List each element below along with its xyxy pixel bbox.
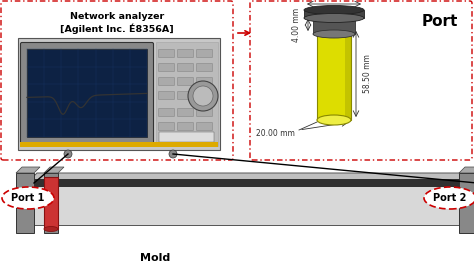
- FancyBboxPatch shape: [197, 77, 212, 86]
- Text: Port 2: Port 2: [433, 193, 467, 203]
- Bar: [459, 173, 474, 233]
- FancyBboxPatch shape: [197, 63, 212, 72]
- Circle shape: [188, 81, 218, 111]
- Ellipse shape: [304, 5, 364, 15]
- Ellipse shape: [2, 187, 54, 209]
- Bar: [159, 132, 214, 142]
- FancyBboxPatch shape: [158, 109, 174, 116]
- FancyBboxPatch shape: [177, 123, 193, 130]
- Bar: [317, 28, 351, 120]
- FancyBboxPatch shape: [158, 49, 174, 58]
- Polygon shape: [468, 173, 474, 225]
- Bar: [25, 185, 468, 225]
- Circle shape: [193, 86, 213, 106]
- Text: Network analyzer
[Agilent Inc. É8356A]: Network analyzer [Agilent Inc. É8356A]: [60, 12, 174, 34]
- Ellipse shape: [304, 14, 364, 22]
- Bar: [313, 16, 355, 34]
- Ellipse shape: [44, 227, 58, 231]
- FancyBboxPatch shape: [197, 49, 212, 58]
- Bar: [317, 28, 351, 120]
- Polygon shape: [25, 173, 474, 185]
- FancyBboxPatch shape: [197, 109, 212, 116]
- FancyBboxPatch shape: [177, 92, 193, 100]
- Polygon shape: [44, 167, 64, 173]
- FancyBboxPatch shape: [18, 38, 220, 150]
- Bar: [27, 179, 466, 187]
- Text: 58.50 mm: 58.50 mm: [364, 55, 373, 93]
- Ellipse shape: [317, 23, 351, 33]
- FancyBboxPatch shape: [158, 63, 174, 72]
- Bar: [44, 177, 58, 229]
- Text: 20.00 mm: 20.00 mm: [256, 129, 295, 137]
- FancyBboxPatch shape: [177, 77, 193, 86]
- Polygon shape: [16, 167, 40, 173]
- FancyBboxPatch shape: [158, 77, 174, 86]
- FancyBboxPatch shape: [177, 63, 193, 72]
- Circle shape: [169, 150, 177, 158]
- Ellipse shape: [424, 187, 474, 209]
- Bar: [20, 142, 218, 147]
- FancyBboxPatch shape: [197, 92, 212, 100]
- Polygon shape: [345, 28, 351, 120]
- FancyBboxPatch shape: [20, 42, 154, 143]
- Bar: [304, 10, 364, 18]
- FancyBboxPatch shape: [158, 123, 174, 130]
- Bar: [44, 173, 58, 233]
- Text: Mold: Mold: [140, 253, 170, 263]
- FancyBboxPatch shape: [158, 92, 174, 100]
- FancyBboxPatch shape: [177, 109, 193, 116]
- Bar: [27, 49, 147, 137]
- Ellipse shape: [317, 115, 351, 125]
- Circle shape: [64, 150, 72, 158]
- Ellipse shape: [313, 30, 355, 38]
- FancyBboxPatch shape: [197, 123, 212, 130]
- Bar: [156, 42, 218, 146]
- Ellipse shape: [313, 12, 355, 20]
- Text: Port 1: Port 1: [11, 193, 45, 203]
- Text: 33.40 mm: 33.40 mm: [315, 0, 354, 2]
- FancyBboxPatch shape: [177, 49, 193, 58]
- Text: Port: Port: [422, 14, 458, 29]
- Polygon shape: [459, 167, 474, 173]
- Bar: [16, 173, 34, 233]
- Text: 4.00 mm: 4.00 mm: [292, 8, 301, 42]
